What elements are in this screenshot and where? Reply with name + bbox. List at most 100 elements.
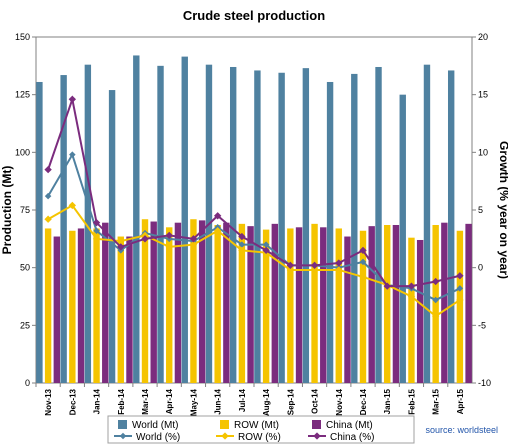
y2-tick-label: -10 [478,378,491,388]
point-china [456,272,464,280]
point-world [238,241,246,248]
bar-china-mt [198,220,206,383]
bar-china-mt [126,236,133,383]
bar-row-mt [262,229,270,383]
point-china [359,246,367,255]
bar-row-mt [384,224,391,383]
bar-world-mt [278,72,285,384]
y2-tick-label: -5 [478,320,486,330]
bar-row-mt [456,230,464,383]
x-tick-label: Feb-14 [117,388,126,414]
x-tick-label: Sep-14 [286,388,295,415]
bar-row-mt [69,230,76,383]
bar-row-mt [166,227,173,383]
y2-tick-label: 5 [478,205,483,215]
x-tick-label: Oct-14 [311,388,320,413]
legend-box [107,415,415,444]
bar-row-mt [238,223,246,383]
bar-china-mt [441,222,448,383]
point-row [431,312,440,320]
bar-world-mt [423,64,431,384]
legend-label: World (%) [136,432,180,443]
y-axis-title: Production (Mt) [0,166,14,255]
point-china [117,243,125,251]
plot-frame [35,36,473,384]
x-tick-label: Apr-14 [165,388,174,414]
bar-china-mt [320,227,327,383]
bar-world-mt [399,94,406,384]
x-tick-label: Aug-14 [262,388,271,416]
bar-row-mt [359,230,367,383]
bar-china-mt [77,228,85,383]
bar-row-mt [190,219,197,383]
y2-tick-label: 20 [478,32,488,42]
point-world [359,258,367,266]
point-row [221,432,229,440]
bar-china-mt [102,222,109,383]
bar-world-mt [326,81,334,383]
legend-label: ROW (Mt) [234,420,279,431]
legend-label: China (%) [330,432,374,443]
point-row [359,273,367,281]
point-world [119,432,127,440]
bar-world-mt [181,56,188,384]
bar-world-mt [351,73,358,383]
point-china [189,235,198,243]
point-china [92,219,101,227]
bar-china-mt [295,227,303,383]
x-tick-label: Dec-13 [68,388,77,415]
bar-china-mt [271,223,279,383]
x-tick-label: May-14 [189,388,198,416]
point-china [68,95,77,103]
legend-label: ROW (%) [238,432,281,443]
bar-world-mt [254,70,261,384]
y-tick-label: 0 [25,378,30,388]
y-tick-label: 150 [15,32,30,42]
bar-row-mt [141,219,149,383]
y-tick-label: 75 [20,205,30,215]
point-row [310,266,319,274]
bar-row-mt [432,224,439,383]
bar-row-mt [214,224,221,383]
point-row [456,296,464,304]
x-tick-label: Jan-15 [383,388,392,414]
bar-row-mt [117,236,124,383]
point-world [456,285,464,292]
x-tick-label: Mar-14 [141,388,150,414]
y2-tick-label: 0 [478,263,483,273]
point-china [313,432,321,440]
point-china [286,261,295,270]
x-tick-label: Nov-13 [44,388,53,415]
bar-world-mt [375,66,382,383]
y2-axis-title: Growth (% year on year) [497,141,508,279]
x-tick-label: Mar-15 [432,388,441,414]
point-world [69,151,76,158]
bar-china-mt [223,222,230,383]
y2-tick-label: 10 [478,147,488,157]
bar-world-mt [157,65,164,383]
y-tick-label: 125 [15,90,30,100]
bar-china-mt [174,222,182,383]
legend-swatch [312,420,321,429]
bar-world-mt [302,68,310,383]
legend-swatch [118,420,127,429]
bar-world-mt [133,55,140,383]
point-china [262,246,270,255]
source-note: source: worldsteel [425,425,498,435]
bar-china-mt [392,224,400,383]
x-tick-label: Jul-14 [238,388,247,412]
x-tick-label: Jan-14 [93,388,102,414]
y-tick-label: 100 [15,147,30,157]
bar-china-mt [247,226,254,383]
legend-label: China (Mt) [326,420,373,431]
y-tick-label: 25 [20,320,30,330]
y-tick-label: 50 [20,263,30,273]
bar-world-mt [60,75,67,383]
x-tick-label: Feb-15 [407,388,416,414]
point-row [407,292,416,301]
bar-row-mt [93,228,100,383]
legend: World (Mt) ROW (Mt) China (Mt) World (%) ROW… [107,415,415,444]
point-row [335,266,343,274]
plot-area: 0 25 50 75 100 125 150 -10 -5 0 5 10 15 20 Nov-13 Dec-1… [15,32,491,416]
